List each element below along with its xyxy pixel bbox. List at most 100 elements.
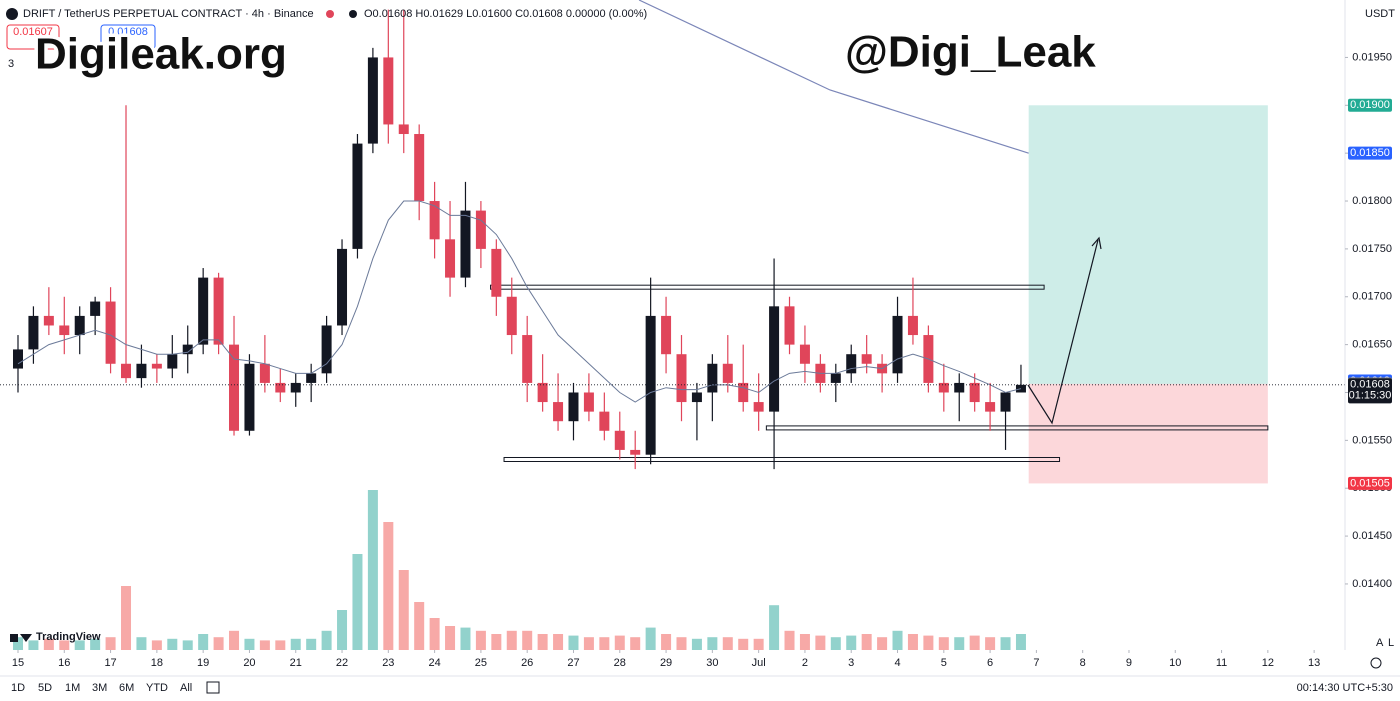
candle-body bbox=[136, 363, 147, 379]
x-tick-label: 25 bbox=[475, 657, 487, 669]
settings-icon[interactable] bbox=[1370, 657, 1382, 669]
candle-body bbox=[475, 210, 486, 249]
x-tick-label: 13 bbox=[1308, 657, 1320, 669]
candle-body bbox=[784, 306, 795, 345]
volume-bar bbox=[59, 640, 70, 650]
candle-body bbox=[707, 363, 718, 393]
sell-button[interactable] bbox=[6, 24, 60, 50]
x-tick-label: 8 bbox=[1080, 657, 1086, 669]
volume-bar bbox=[74, 640, 85, 650]
volume-bar bbox=[892, 630, 903, 650]
x-tick-label: 29 bbox=[660, 657, 672, 669]
candle-body bbox=[722, 363, 733, 383]
level-box bbox=[765, 425, 1269, 431]
last-price-tag bbox=[1348, 378, 1392, 404]
volume-bar bbox=[707, 637, 718, 650]
symbol-icon bbox=[6, 8, 18, 20]
candle-body bbox=[614, 430, 625, 450]
candle-body bbox=[90, 301, 101, 316]
volume-bar bbox=[198, 634, 209, 650]
volume-bar bbox=[738, 638, 749, 650]
volume-bar bbox=[599, 637, 610, 650]
x-tick-label: 9 bbox=[1126, 657, 1132, 669]
range-button[interactable]: 3M bbox=[92, 682, 107, 694]
range-button[interactable]: 1M bbox=[65, 682, 80, 694]
candle-body bbox=[969, 382, 980, 403]
candle-body bbox=[583, 392, 594, 412]
candle-body bbox=[568, 392, 579, 422]
x-tick-label: 24 bbox=[428, 657, 440, 669]
candle-body bbox=[121, 363, 132, 379]
candle-body bbox=[553, 402, 564, 422]
range-button[interactable]: YTD bbox=[146, 682, 168, 694]
x-tick-label: 6 bbox=[987, 657, 993, 669]
price-tag-label: 0.01850 bbox=[1350, 147, 1390, 159]
volume-bar bbox=[969, 635, 980, 650]
volume-bar bbox=[259, 640, 270, 650]
volume-bar bbox=[12, 637, 23, 650]
candle-body bbox=[367, 57, 378, 144]
x-tick-label: 7 bbox=[1033, 657, 1039, 669]
x-tick-label: 15 bbox=[12, 657, 24, 669]
y-tick-label: 0.01800 bbox=[1352, 195, 1392, 207]
volume-bar bbox=[799, 634, 810, 650]
x-tick-label: 22 bbox=[336, 657, 348, 669]
candle-body bbox=[352, 143, 363, 249]
status-dot bbox=[326, 10, 334, 18]
volume-bar bbox=[213, 637, 224, 650]
volume-bar bbox=[568, 635, 579, 650]
x-tick-label: 2 bbox=[802, 657, 808, 669]
candle-body bbox=[306, 373, 317, 383]
volume-bar bbox=[676, 637, 687, 650]
time-axis bbox=[0, 650, 1400, 676]
volume-bar bbox=[630, 637, 641, 650]
sell-price[interactable]: 0.01607 bbox=[13, 26, 53, 38]
candle-body bbox=[275, 382, 286, 393]
ohlc: O0.01608 H0.01629 L0.01600 C0.01608 0.00… bbox=[364, 8, 647, 20]
buy-button[interactable] bbox=[100, 24, 156, 50]
volume-bar bbox=[445, 626, 456, 650]
x-tick-label: 27 bbox=[567, 657, 579, 669]
volume-bar bbox=[475, 630, 486, 650]
candle-body bbox=[414, 134, 425, 202]
volume-bar bbox=[90, 638, 101, 650]
candle-body bbox=[337, 248, 348, 326]
candle-body bbox=[321, 325, 332, 374]
plot-area bbox=[0, 0, 1345, 650]
auto-button[interactable]: A bbox=[1376, 637, 1384, 649]
volume-bar bbox=[229, 630, 240, 650]
candle-body bbox=[691, 392, 702, 403]
price-tag bbox=[1348, 476, 1392, 490]
log-button[interactable]: L bbox=[1388, 637, 1394, 649]
range-button[interactable]: 1D bbox=[11, 682, 25, 694]
stop-zone bbox=[1028, 383, 1268, 484]
x-tick-label: 16 bbox=[58, 657, 70, 669]
calendar-icon[interactable] bbox=[206, 681, 220, 694]
volume-bar bbox=[337, 610, 348, 650]
candle-body bbox=[506, 296, 517, 336]
volume-bar bbox=[537, 634, 548, 650]
volume-bar bbox=[907, 634, 918, 650]
range-button[interactable]: 5D bbox=[38, 682, 52, 694]
projection-arrow bbox=[1027, 236, 1102, 425]
buy-price[interactable]: 0.01608 bbox=[108, 26, 148, 38]
candle-body bbox=[861, 354, 872, 364]
volume-bar bbox=[645, 627, 656, 650]
volume-bar bbox=[985, 637, 996, 650]
volume-bar bbox=[28, 640, 39, 650]
range-button[interactable]: All bbox=[180, 682, 192, 694]
range-button[interactable]: 6M bbox=[119, 682, 134, 694]
x-tick-label: Jul bbox=[752, 657, 766, 669]
candle-body bbox=[830, 373, 841, 383]
candle-body bbox=[244, 363, 255, 431]
candle-body bbox=[151, 363, 162, 369]
volume-bar bbox=[367, 490, 378, 650]
logo: TradingView bbox=[36, 631, 101, 643]
volume-bar bbox=[383, 522, 394, 650]
x-tick-label: 18 bbox=[151, 657, 163, 669]
candle-body bbox=[985, 402, 996, 412]
volume-bar bbox=[661, 634, 672, 650]
volume-bar bbox=[414, 602, 425, 650]
indicator-count[interactable]: 3 bbox=[8, 58, 14, 70]
watermark: Digileak.org bbox=[35, 30, 287, 79]
